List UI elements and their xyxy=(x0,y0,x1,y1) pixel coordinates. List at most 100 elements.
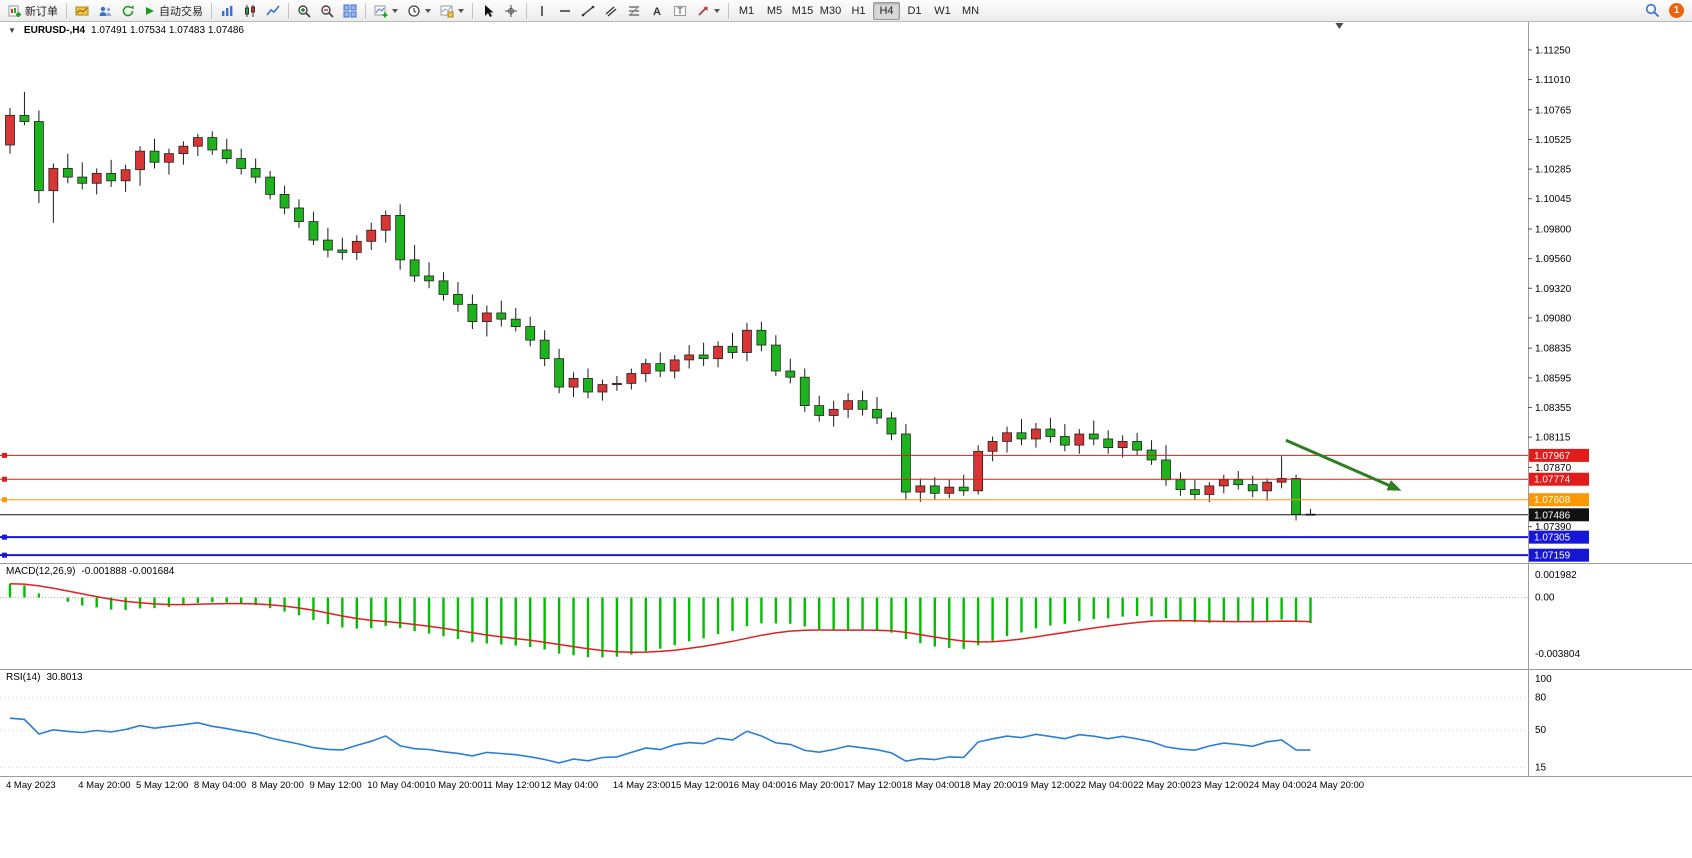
collapse-pane-icon[interactable]: ▼ xyxy=(8,26,16,35)
bear-candle xyxy=(106,172,117,182)
new-order-icon xyxy=(8,4,22,18)
time-axis-label: 8 May 20:00 xyxy=(252,780,304,791)
bear-candle xyxy=(929,485,940,494)
bear-candle xyxy=(34,121,44,192)
bear-candle xyxy=(221,149,232,159)
time-axis-label: 4 May 2023 xyxy=(6,780,56,791)
trend-arrow-object[interactable] xyxy=(1285,438,1402,491)
timeframe-d1-button[interactable]: D1 xyxy=(901,2,928,20)
bear-candle xyxy=(799,376,810,407)
bull-candle xyxy=(843,400,853,410)
clock-icon xyxy=(407,4,421,18)
time-axis-label: 9 May 12:00 xyxy=(309,780,361,791)
cursor-tool-button[interactable] xyxy=(477,2,499,20)
price-tag xyxy=(1529,548,1589,562)
timeframe-mn-button[interactable]: MN xyxy=(957,2,984,20)
channel-tool-button[interactable] xyxy=(600,2,622,20)
toolbar-separator xyxy=(526,2,527,19)
time-axis-label: 15 May 12:00 xyxy=(671,780,729,791)
tile-windows-button[interactable] xyxy=(339,2,361,20)
bear-candle xyxy=(294,207,304,222)
line-anchor-handle[interactable] xyxy=(2,497,7,503)
timeframe-h1-button[interactable]: H1 xyxy=(845,2,872,20)
vertical-line-tool-button[interactable] xyxy=(531,2,553,20)
symbol-period-label: EURUSD-,H4 xyxy=(23,25,86,36)
price-tag-label: 1.07608 xyxy=(1534,495,1571,506)
bear-candle xyxy=(265,176,276,195)
bear-candle xyxy=(756,329,767,346)
horizontal-line-icon xyxy=(558,4,572,18)
trendline-tool-button[interactable] xyxy=(577,2,599,20)
templates-button[interactable] xyxy=(436,2,468,20)
cursor-icon xyxy=(481,4,495,18)
bear-candle xyxy=(77,176,88,184)
crosshair-tool-button[interactable] xyxy=(500,2,522,20)
zoom-in-button[interactable] xyxy=(293,2,315,20)
macd-pane-header: MACD(12,26,9) -0.001888 -0.001684 xyxy=(6,566,174,577)
timeframe-w1-button[interactable]: W1 xyxy=(929,2,956,20)
time-axis-label: 17 May 12:00 xyxy=(844,780,902,791)
bear-candle xyxy=(438,280,449,295)
candlestick-series xyxy=(5,91,1316,521)
arrows-tool-button[interactable] xyxy=(692,2,724,20)
indicators-button[interactable] xyxy=(370,2,402,20)
rsi-title: RSI(14) xyxy=(6,672,41,683)
price-tick-label: 1.10285 xyxy=(1535,165,1572,176)
time-axis-label: 24 May 04:00 xyxy=(1249,780,1307,791)
charts-button[interactable] xyxy=(71,2,93,20)
bar-chart-mode-button[interactable] xyxy=(216,2,238,20)
timeframe-m30-button[interactable]: M30 xyxy=(817,2,844,20)
tile-windows-icon xyxy=(343,4,357,18)
price-axis[interactable]: 1.11250 1.11010 1.10765 1.10525 1.10285 1.100… xyxy=(1528,45,1572,533)
refresh-button[interactable] xyxy=(117,2,139,20)
autotrading-button[interactable]: 自动交易 xyxy=(140,2,207,20)
bull-candle xyxy=(1276,478,1287,483)
price-tick-label: 1.08835 xyxy=(1535,344,1572,355)
line-anchor-handle[interactable] xyxy=(2,552,7,558)
line-anchor-handle[interactable] xyxy=(2,534,7,540)
search-button[interactable] xyxy=(1641,2,1664,20)
text-tool-button[interactable]: A xyxy=(646,2,668,20)
fibonacci-tool-button[interactable] xyxy=(623,2,645,20)
arrow-head xyxy=(1386,480,1402,491)
bear-candle xyxy=(1059,436,1070,446)
new-order-button[interactable]: 新订单 xyxy=(4,2,62,20)
line-anchor-handle[interactable] xyxy=(2,452,7,458)
timeframe-m5-button[interactable]: M5 xyxy=(761,2,788,20)
horizontal-line-tool-button[interactable] xyxy=(554,2,576,20)
search-icon xyxy=(1645,3,1660,18)
periods-button[interactable] xyxy=(403,2,435,20)
bear-candle xyxy=(236,158,247,169)
bear-candle xyxy=(424,275,434,282)
chart-title-bar: ▼ EURUSD-,H4 1.07491 1.07534 1.07483 1.0… xyxy=(8,25,244,36)
candlestick-mode-button[interactable] xyxy=(239,2,261,20)
zoom-out-button[interactable] xyxy=(316,2,338,20)
time-axis[interactable]: 4 May 2023 4 May 20:00 5 May 12:00 8 May 04… xyxy=(6,780,1364,791)
line-anchor-handle[interactable] xyxy=(2,476,7,482)
timeframe-m1-button[interactable]: M1 xyxy=(733,2,760,20)
timeframe-h4-button[interactable]: H4 xyxy=(873,1,900,20)
notification-badge[interactable]: 1 xyxy=(1669,3,1684,18)
bear-candle xyxy=(395,214,406,261)
price-tag xyxy=(1529,448,1589,462)
price-tick-label: 1.10525 xyxy=(1535,135,1572,146)
price-tick-label: 1.11010 xyxy=(1535,75,1571,86)
rsi-pane-header: RSI(14) 30.8013 xyxy=(6,672,83,683)
chart-frame xyxy=(0,21,1692,777)
crosshair-icon xyxy=(504,4,518,18)
chart-shift-marker[interactable] xyxy=(1335,23,1344,29)
line-chart-mode-button[interactable] xyxy=(262,2,284,20)
bear-candle xyxy=(279,193,290,209)
bear-candle xyxy=(453,294,463,305)
horizontal-line-objects[interactable]: 1.07967 1.07774 1.07608 1.07305 1.07159 xyxy=(0,448,1589,562)
bear-candle xyxy=(1175,479,1186,490)
time-axis-label: 8 May 04:00 xyxy=(194,780,246,791)
profiles-button[interactable] xyxy=(94,2,116,20)
zoom-out-icon xyxy=(320,4,334,18)
bull-candle xyxy=(1262,481,1273,492)
bull-candle xyxy=(944,486,955,494)
svg-text:A: A xyxy=(653,6,661,18)
timeframe-m15-button[interactable]: M15 xyxy=(789,2,816,20)
label-tool-button[interactable]: T xyxy=(669,2,691,20)
